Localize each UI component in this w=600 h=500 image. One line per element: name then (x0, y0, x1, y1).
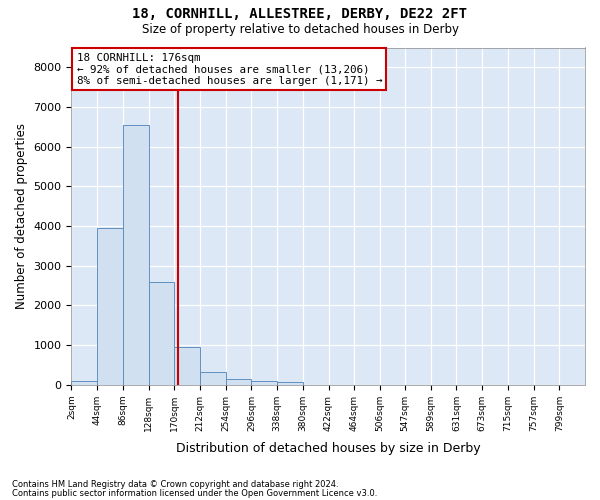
Bar (251, 381, 277, 385)
Bar (200, 372, 226, 385)
Bar (123, 125, 149, 385)
Text: 18 CORNHILL: 176sqm
← 92% of detached houses are smaller (13,206)
8% of semi-det: 18 CORNHILL: 176sqm ← 92% of detached ho… (77, 52, 382, 86)
Bar (226, 379, 251, 385)
Bar (174, 347, 200, 385)
Text: Contains HM Land Registry data © Crown copyright and database right 2024.: Contains HM Land Registry data © Crown c… (12, 480, 338, 489)
Bar (149, 282, 174, 385)
X-axis label: Distribution of detached houses by size in Derby: Distribution of detached houses by size … (176, 442, 481, 455)
Bar (277, 382, 303, 385)
Text: Contains public sector information licensed under the Open Government Licence v3: Contains public sector information licen… (12, 488, 377, 498)
Bar (71, 381, 97, 385)
Text: Size of property relative to detached houses in Derby: Size of property relative to detached ho… (142, 22, 458, 36)
Y-axis label: Number of detached properties: Number of detached properties (15, 123, 28, 309)
Text: 18, CORNHILL, ALLESTREE, DERBY, DE22 2FT: 18, CORNHILL, ALLESTREE, DERBY, DE22 2FT (133, 8, 467, 22)
Bar (97, 228, 123, 385)
